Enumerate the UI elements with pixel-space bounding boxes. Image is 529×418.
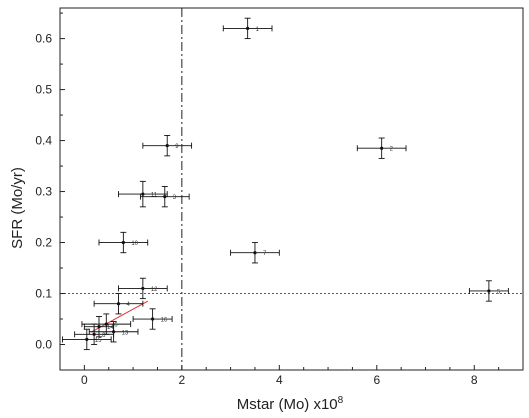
y-tick-label-5: 0.5 [35, 83, 52, 97]
data-point-6 [104, 322, 108, 326]
point-label-10: 10 [131, 241, 138, 247]
x-axis-title-exponent: 8 [338, 395, 344, 406]
point-label-3: 3 [173, 195, 177, 201]
x-tick-label-4: 8 [471, 373, 478, 387]
point-label-5: 5 [497, 289, 501, 295]
point-label-4: 4 [126, 302, 130, 308]
point-label-6: 6 [114, 323, 118, 329]
point-label-14: 14 [107, 325, 114, 331]
data-point-8 [92, 332, 96, 336]
point-label-11: 11 [151, 193, 158, 199]
y-tick-label-6: 0.6 [35, 32, 52, 46]
data-point-5 [487, 289, 491, 293]
data-point-1 [246, 26, 250, 30]
point-label-8: 8 [102, 333, 106, 339]
y-tick-label-2: 0.2 [35, 236, 52, 250]
data-point-10 [121, 240, 125, 245]
point-label-7: 7 [263, 251, 267, 257]
point-label-16: 16 [161, 318, 168, 324]
y-tick-label-0: 0.0 [35, 338, 52, 352]
x-tick-label-0: 0 [81, 373, 88, 387]
point-label-12: 12 [151, 287, 158, 293]
data-point-12 [141, 286, 145, 291]
y-tick-label-1: 0.1 [35, 287, 52, 301]
y-tick-label-3: 0.3 [35, 185, 52, 199]
data-point-11 [141, 192, 145, 196]
plot-frame [59, 7, 524, 371]
data-point-16 [151, 317, 155, 321]
point-label-15: 15 [95, 338, 102, 344]
x-tick-label-3: 6 [373, 373, 380, 387]
point-label-9: 9 [175, 144, 179, 150]
y-axis-title: SFR (Mo/yr) [9, 167, 26, 249]
x-tick-label-1: 2 [178, 373, 185, 387]
x-axis-title: Mstar (Mo) x108 [237, 395, 344, 413]
y-tick-label-4: 0.4 [35, 134, 52, 148]
point-label-1: 1 [256, 27, 260, 33]
x-tick-label-2: 4 [276, 373, 283, 387]
data-point-3 [163, 195, 167, 199]
data-point-7 [253, 251, 257, 255]
data-point-15 [85, 337, 89, 342]
point-label-2: 2 [390, 147, 394, 153]
data-point-4 [116, 302, 121, 306]
data-point-14 [97, 325, 101, 329]
data-point-9 [165, 144, 169, 148]
x-axis-title-main: Mstar (Mo) x10 [237, 396, 338, 413]
point-label-13: 13 [122, 330, 129, 336]
data-point-2 [380, 146, 384, 150]
